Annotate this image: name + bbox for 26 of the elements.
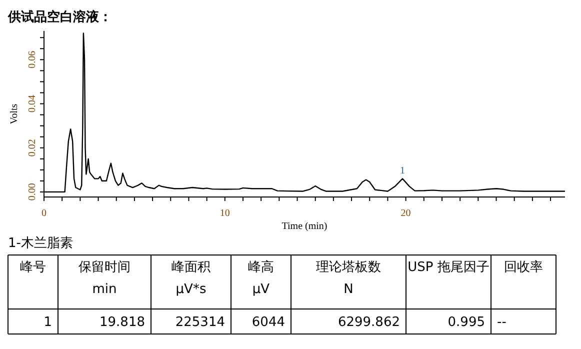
text: 峰高 μV [248, 259, 274, 297]
text: 1 [44, 315, 52, 330]
text: 峰号 [20, 260, 46, 275]
y-tick-label: 0.00 [27, 183, 38, 201]
y-axis-title: Volts [9, 104, 20, 124]
chart-title: 供试品空白溶液： [7, 9, 112, 25]
text: 6299.862 [338, 315, 400, 330]
x-tick-label: 0 [42, 208, 46, 219]
text: 峰面积 μV*s [172, 260, 210, 297]
annotation: 1 [400, 166, 406, 177]
x-tick-label: 20 [400, 208, 411, 219]
text: 理论塔板数 N [316, 260, 381, 297]
x-tick-label: 10 [220, 208, 230, 219]
y-tick-label: 0.02 [27, 139, 38, 157]
text: 225314 [175, 315, 225, 330]
text: -- [497, 315, 507, 330]
x-axis-title: Time (min) [282, 221, 328, 232]
text: USP 拖尾因子 [408, 260, 490, 275]
text: 0.995 [448, 315, 485, 330]
text: 6044 [252, 315, 285, 330]
text: 回收率 [504, 259, 543, 275]
text: 1-木兰脂素 [8, 236, 73, 251]
y-tick-label: 0.04 [27, 95, 38, 112]
y-tick-label: 0.06 [27, 50, 38, 68]
text: 保留时间 min [78, 260, 130, 297]
text: 19.818 [100, 315, 145, 330]
